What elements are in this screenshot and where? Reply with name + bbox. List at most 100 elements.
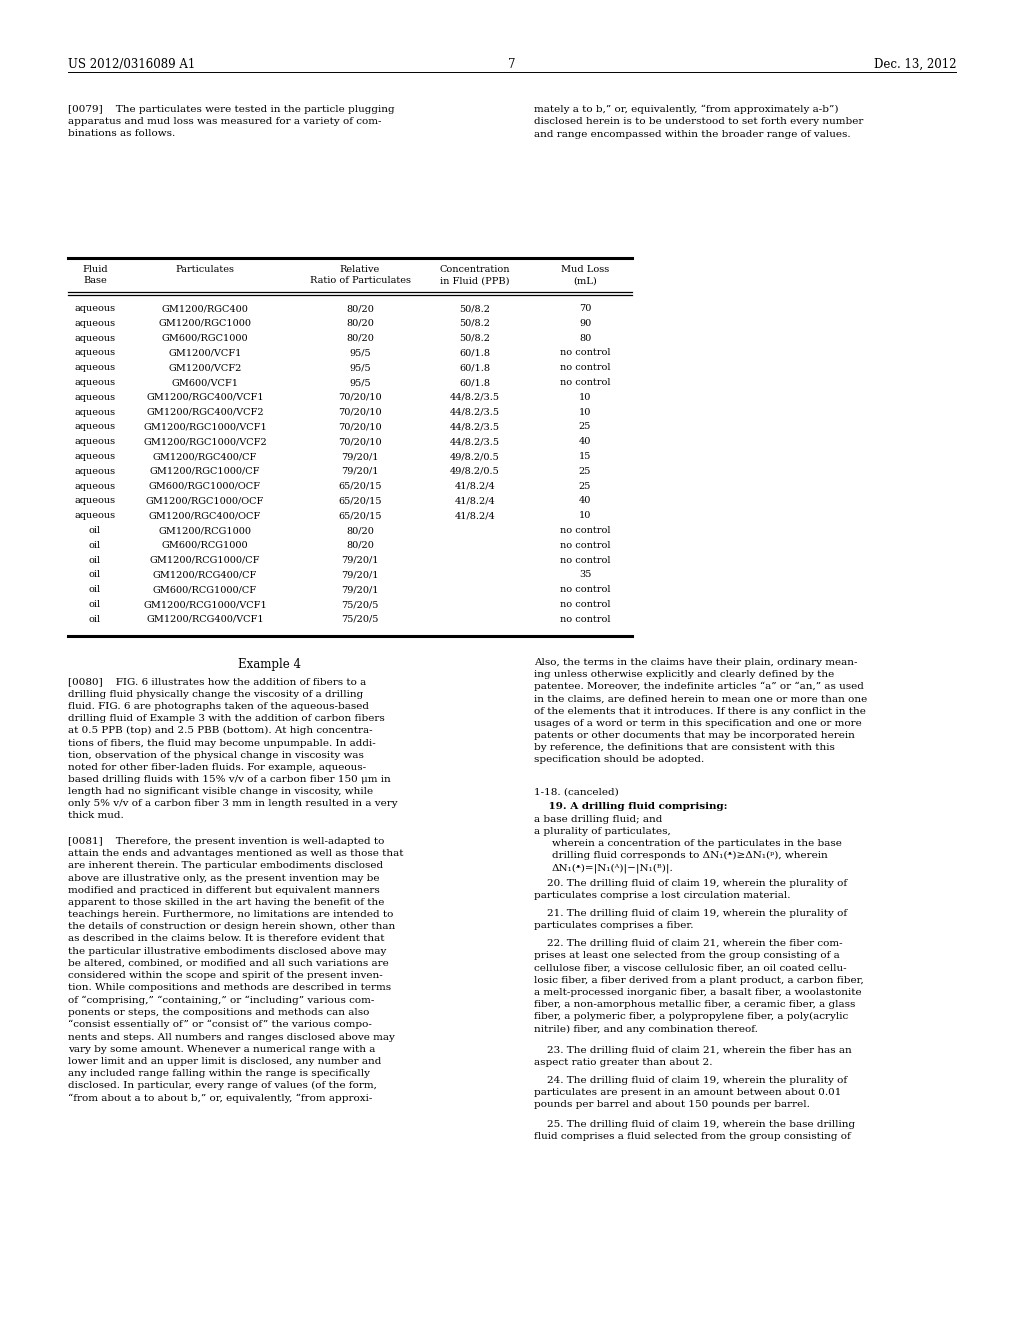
Text: 40: 40 xyxy=(579,496,591,506)
Text: 95/5: 95/5 xyxy=(349,348,371,358)
Text: 70/20/10: 70/20/10 xyxy=(338,408,382,417)
Text: aqueous: aqueous xyxy=(75,451,116,461)
Text: GM600/RGC1000/OCF: GM600/RGC1000/OCF xyxy=(150,482,261,491)
Text: 70/20/10: 70/20/10 xyxy=(338,422,382,432)
Text: aqueous: aqueous xyxy=(75,496,116,506)
Text: Dec. 13, 2012: Dec. 13, 2012 xyxy=(873,58,956,71)
Text: 41/8.2/4: 41/8.2/4 xyxy=(455,496,496,506)
Text: GM1200/VCF1: GM1200/VCF1 xyxy=(168,348,242,358)
Text: oil: oil xyxy=(89,570,101,579)
Text: 70/20/10: 70/20/10 xyxy=(338,437,382,446)
Text: 70: 70 xyxy=(579,304,591,313)
Text: aqueous: aqueous xyxy=(75,393,116,401)
Text: no control: no control xyxy=(560,525,610,535)
Text: 25: 25 xyxy=(579,482,591,491)
Text: GM1200/VCF2: GM1200/VCF2 xyxy=(168,363,242,372)
Text: 19. A drilling fluid comprising:: 19. A drilling fluid comprising: xyxy=(534,803,727,812)
Text: 80/20: 80/20 xyxy=(346,304,374,313)
Text: 79/20/1: 79/20/1 xyxy=(341,556,379,565)
Text: 75/20/5: 75/20/5 xyxy=(341,601,379,609)
Text: 79/20/1: 79/20/1 xyxy=(341,451,379,461)
Text: aqueous: aqueous xyxy=(75,304,116,313)
Text: 80/20: 80/20 xyxy=(346,334,374,343)
Text: 79/20/1: 79/20/1 xyxy=(341,467,379,475)
Text: a plurality of particulates,: a plurality of particulates, xyxy=(534,828,671,837)
Text: oil: oil xyxy=(89,585,101,594)
Text: aqueous: aqueous xyxy=(75,363,116,372)
Text: GM1200/RCG1000/CF: GM1200/RCG1000/CF xyxy=(150,556,260,565)
Text: aqueous: aqueous xyxy=(75,408,116,417)
Text: [0080]    FIG. 6 illustrates how the addition of fibers to a
drilling fluid phys: [0080] FIG. 6 illustrates how the additi… xyxy=(68,677,397,821)
Text: GM1200/RGC400/CF: GM1200/RGC400/CF xyxy=(153,451,257,461)
Text: 44/8.2/3.5: 44/8.2/3.5 xyxy=(450,393,500,401)
Text: [0079]    The particulates were tested in the particle plugging
apparatus and mu: [0079] The particulates were tested in t… xyxy=(68,106,394,139)
Text: oil: oil xyxy=(89,601,101,609)
Text: 24. The drilling fluid of claim 19, wherein the plurality of
particulates are pr: 24. The drilling fluid of claim 19, wher… xyxy=(534,1076,847,1109)
Text: no control: no control xyxy=(560,541,610,550)
Text: GM1200/RGC400/OCF: GM1200/RGC400/OCF xyxy=(148,511,261,520)
Text: 60/1.8: 60/1.8 xyxy=(460,363,490,372)
Text: GM1200/RGC400/VCF2: GM1200/RGC400/VCF2 xyxy=(146,408,264,417)
Text: 10: 10 xyxy=(579,408,591,417)
Text: 49/8.2/0.5: 49/8.2/0.5 xyxy=(451,467,500,475)
Text: 44/8.2/3.5: 44/8.2/3.5 xyxy=(450,408,500,417)
Text: GM600/RGC1000: GM600/RGC1000 xyxy=(162,334,248,343)
Text: oil: oil xyxy=(89,541,101,550)
Text: GM1200/RGC1000/OCF: GM1200/RGC1000/OCF xyxy=(145,496,264,506)
Text: 20. The drilling fluid of claim 19, wherein the plurality of
particulates compri: 20. The drilling fluid of claim 19, wher… xyxy=(534,879,847,900)
Text: 50/8.2: 50/8.2 xyxy=(460,319,490,327)
Text: drilling fluid corresponds to ΔN₁(ᵜ)≥ΔN₁(ᵖ), wherein: drilling fluid corresponds to ΔN₁(ᵜ)≥ΔN₁… xyxy=(552,851,827,861)
Text: aqueous: aqueous xyxy=(75,467,116,475)
Text: 95/5: 95/5 xyxy=(349,378,371,387)
Text: 41/8.2/4: 41/8.2/4 xyxy=(455,511,496,520)
Text: no control: no control xyxy=(560,378,610,387)
Text: 15: 15 xyxy=(579,451,591,461)
Text: a base drilling fluid; and: a base drilling fluid; and xyxy=(534,816,663,824)
Text: no control: no control xyxy=(560,601,610,609)
Text: 60/1.8: 60/1.8 xyxy=(460,378,490,387)
Text: aqueous: aqueous xyxy=(75,482,116,491)
Text: 65/20/15: 65/20/15 xyxy=(338,496,382,506)
Text: 35: 35 xyxy=(579,570,591,579)
Text: 40: 40 xyxy=(579,437,591,446)
Text: 44/8.2/3.5: 44/8.2/3.5 xyxy=(450,422,500,432)
Text: 22. The drilling fluid of claim 21, wherein the fiber com-
prises at least one s: 22. The drilling fluid of claim 21, wher… xyxy=(534,940,864,1034)
Text: no control: no control xyxy=(560,615,610,624)
Text: GM1200/RCG400/VCF1: GM1200/RCG400/VCF1 xyxy=(146,615,264,624)
Text: 10: 10 xyxy=(579,393,591,401)
Text: 49/8.2/0.5: 49/8.2/0.5 xyxy=(451,451,500,461)
Text: GM600/RCG1000: GM600/RCG1000 xyxy=(162,541,248,550)
Text: aqueous: aqueous xyxy=(75,334,116,343)
Text: GM1200/RCG1000/VCF1: GM1200/RCG1000/VCF1 xyxy=(143,601,267,609)
Text: 25: 25 xyxy=(579,467,591,475)
Text: 75/20/5: 75/20/5 xyxy=(341,615,379,624)
Text: 70/20/10: 70/20/10 xyxy=(338,393,382,401)
Text: [0081]    Therefore, the present invention is well-adapted to
attain the ends an: [0081] Therefore, the present invention … xyxy=(68,837,403,1104)
Text: 10: 10 xyxy=(579,511,591,520)
Text: 90: 90 xyxy=(579,319,591,327)
Text: 44/8.2/3.5: 44/8.2/3.5 xyxy=(450,437,500,446)
Text: aqueous: aqueous xyxy=(75,348,116,358)
Text: aqueous: aqueous xyxy=(75,378,116,387)
Text: 65/20/15: 65/20/15 xyxy=(338,511,382,520)
Text: Particulates: Particulates xyxy=(175,265,234,275)
Text: 23. The drilling fluid of claim 21, wherein the fiber has an
aspect ratio greate: 23. The drilling fluid of claim 21, wher… xyxy=(534,1045,852,1067)
Text: Mud Loss
(mL): Mud Loss (mL) xyxy=(561,265,609,285)
Text: GM1200/RGC400/VCF1: GM1200/RGC400/VCF1 xyxy=(146,393,264,401)
Text: aqueous: aqueous xyxy=(75,319,116,327)
Text: no control: no control xyxy=(560,348,610,358)
Text: oil: oil xyxy=(89,615,101,624)
Text: 7: 7 xyxy=(508,58,516,71)
Text: 60/1.8: 60/1.8 xyxy=(460,348,490,358)
Text: aqueous: aqueous xyxy=(75,511,116,520)
Text: 1-18. (canceled): 1-18. (canceled) xyxy=(534,787,618,796)
Text: GM600/RCG1000/CF: GM600/RCG1000/CF xyxy=(153,585,257,594)
Text: 65/20/15: 65/20/15 xyxy=(338,482,382,491)
Text: no control: no control xyxy=(560,556,610,565)
Text: GM1200/RGC1000/CF: GM1200/RGC1000/CF xyxy=(150,467,260,475)
Text: GM1200/RGC1000/VCF2: GM1200/RGC1000/VCF2 xyxy=(143,437,267,446)
Text: GM1200/RGC1000/VCF1: GM1200/RGC1000/VCF1 xyxy=(143,422,267,432)
Text: 25: 25 xyxy=(579,422,591,432)
Text: Relative
Ratio of Particulates: Relative Ratio of Particulates xyxy=(309,265,411,285)
Text: 80/20: 80/20 xyxy=(346,541,374,550)
